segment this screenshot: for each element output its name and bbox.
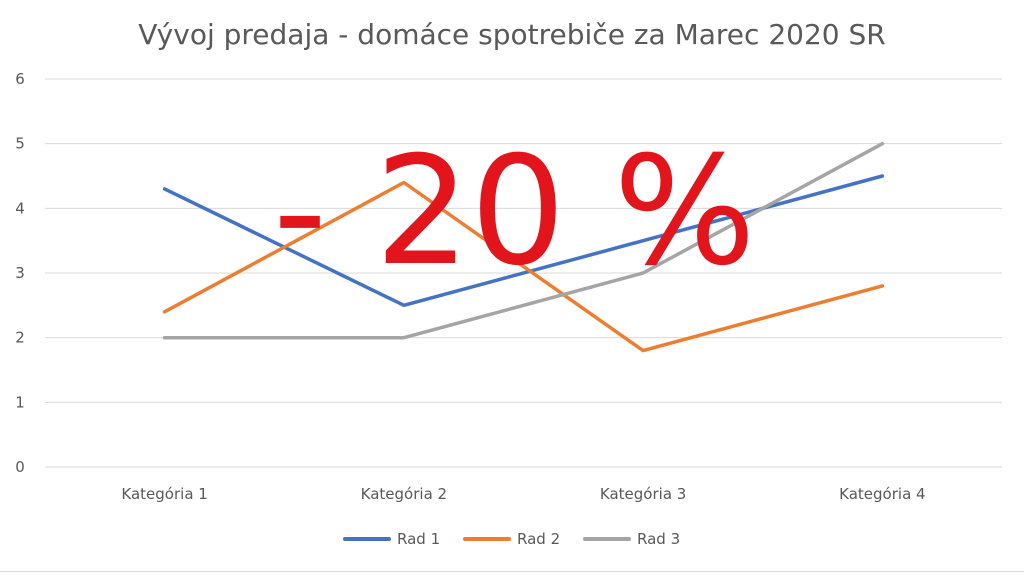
legend: Rad 1 Rad 2 Rad 3 xyxy=(343,530,680,548)
x-axis-ticks: Kategória 1 Kategória 2 Kategória 3 Kategór… xyxy=(121,485,925,503)
legend-label-2: Rad 2 xyxy=(517,530,560,548)
x-tick-label: Kategória 3 xyxy=(600,485,686,503)
y-tick-label: 3 xyxy=(15,264,25,282)
y-tick-label: 5 xyxy=(15,135,25,153)
y-tick-label: 1 xyxy=(15,393,25,411)
series-line-3 xyxy=(162,141,885,340)
y-tick-label: 6 xyxy=(15,70,25,88)
y-tick-label: 2 xyxy=(15,329,25,347)
y-tick-label: 0 xyxy=(15,458,25,476)
legend-label-3: Rad 3 xyxy=(637,530,680,548)
x-tick-label: Kategória 1 xyxy=(121,485,207,503)
x-tick-label: Kategória 4 xyxy=(839,485,925,503)
bottom-divider xyxy=(0,571,1024,572)
x-tick-label: Kategória 2 xyxy=(361,485,447,503)
series-line-2 xyxy=(162,180,885,353)
legend-label-1: Rad 1 xyxy=(397,530,440,548)
y-tick-label: 4 xyxy=(15,199,25,217)
y-axis-ticks: 0 1 2 3 4 5 6 xyxy=(15,70,25,476)
discount-overlay-text: - 20 % xyxy=(273,125,756,299)
chart-title: Vývoj predaja - domáce spotrebiče za Mar… xyxy=(138,18,885,51)
series-lines xyxy=(162,141,885,353)
